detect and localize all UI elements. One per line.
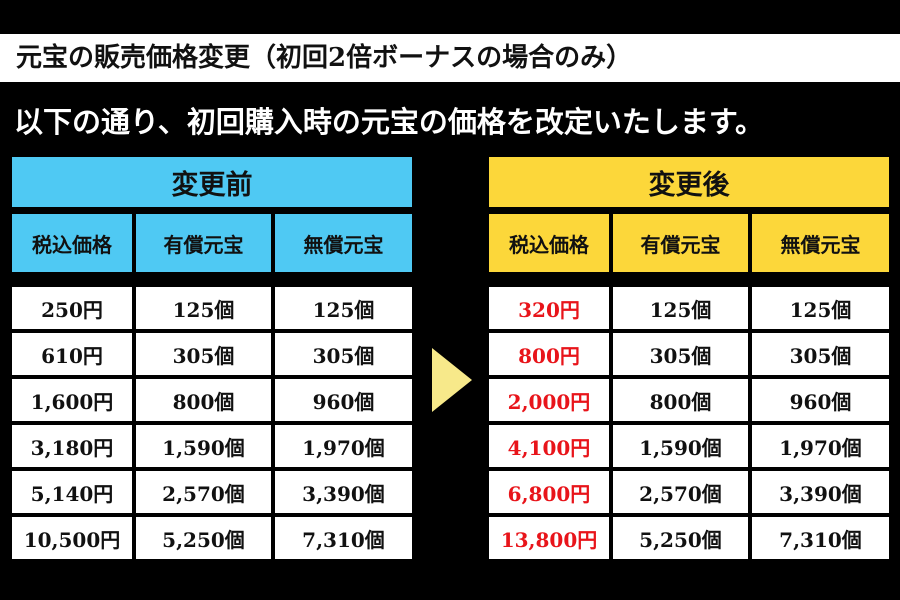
announcement-text: 以下の通り、初回購入時の元宝の価格を改定いたします。 [14,105,764,139]
before-banner: 変更前 [12,157,412,207]
free-gems-cell: 7,310個 [752,517,889,559]
paid-gems-cell: 125個 [613,287,748,329]
paid-gems-cell: 800個 [613,379,748,421]
price-cell: 10,500円 [12,517,132,559]
header-free-gems: 無償元宝 [275,214,412,272]
price-cell: 5,140円 [12,471,132,513]
free-gems-cell: 305個 [275,333,412,375]
after-banner: 変更後 [489,157,889,207]
triangle-right-icon [432,348,472,412]
free-gems-cell: 3,390個 [275,471,412,513]
price-cell: 3,180円 [12,425,132,467]
header-paid-gems: 有償元宝 [613,214,748,272]
price-cell: 1,600円 [12,379,132,421]
paid-gems-cell: 305個 [136,333,271,375]
free-gems-cell: 125個 [275,287,412,329]
price-cell: 800円 [489,333,609,375]
header-paid-gems: 有償元宝 [136,214,271,272]
free-gems-cell: 125個 [752,287,889,329]
paid-gems-cell: 800個 [136,379,271,421]
paid-gems-cell: 2,570個 [136,471,271,513]
price-cell: 320円 [489,287,609,329]
free-gems-cell: 960個 [752,379,889,421]
header-free-gems: 無償元宝 [752,214,889,272]
header-price: 税込価格 [12,214,132,272]
price-cell: 4,100円 [489,425,609,467]
price-cell: 610円 [12,333,132,375]
paid-gems-cell: 305個 [613,333,748,375]
price-cell: 250円 [12,287,132,329]
paid-gems-cell: 5,250個 [136,517,271,559]
price-cell: 2,000円 [489,379,609,421]
page-title: 元宝の販売価格変更（初回2倍ボーナスの場合のみ） [16,43,633,73]
free-gems-cell: 7,310個 [275,517,412,559]
title-bar: 元宝の販売価格変更（初回2倍ボーナスの場合のみ） [0,34,900,82]
paid-gems-cell: 1,590個 [613,425,748,467]
paid-gems-cell: 1,590個 [136,425,271,467]
paid-gems-cell: 2,570個 [613,471,748,513]
paid-gems-cell: 5,250個 [613,517,748,559]
price-cell: 13,800円 [489,517,609,559]
free-gems-cell: 1,970個 [752,425,889,467]
paid-gems-cell: 125個 [136,287,271,329]
free-gems-cell: 960個 [275,379,412,421]
header-price: 税込価格 [489,214,609,272]
free-gems-cell: 1,970個 [275,425,412,467]
price-cell: 6,800円 [489,471,609,513]
free-gems-cell: 3,390個 [752,471,889,513]
free-gems-cell: 305個 [752,333,889,375]
